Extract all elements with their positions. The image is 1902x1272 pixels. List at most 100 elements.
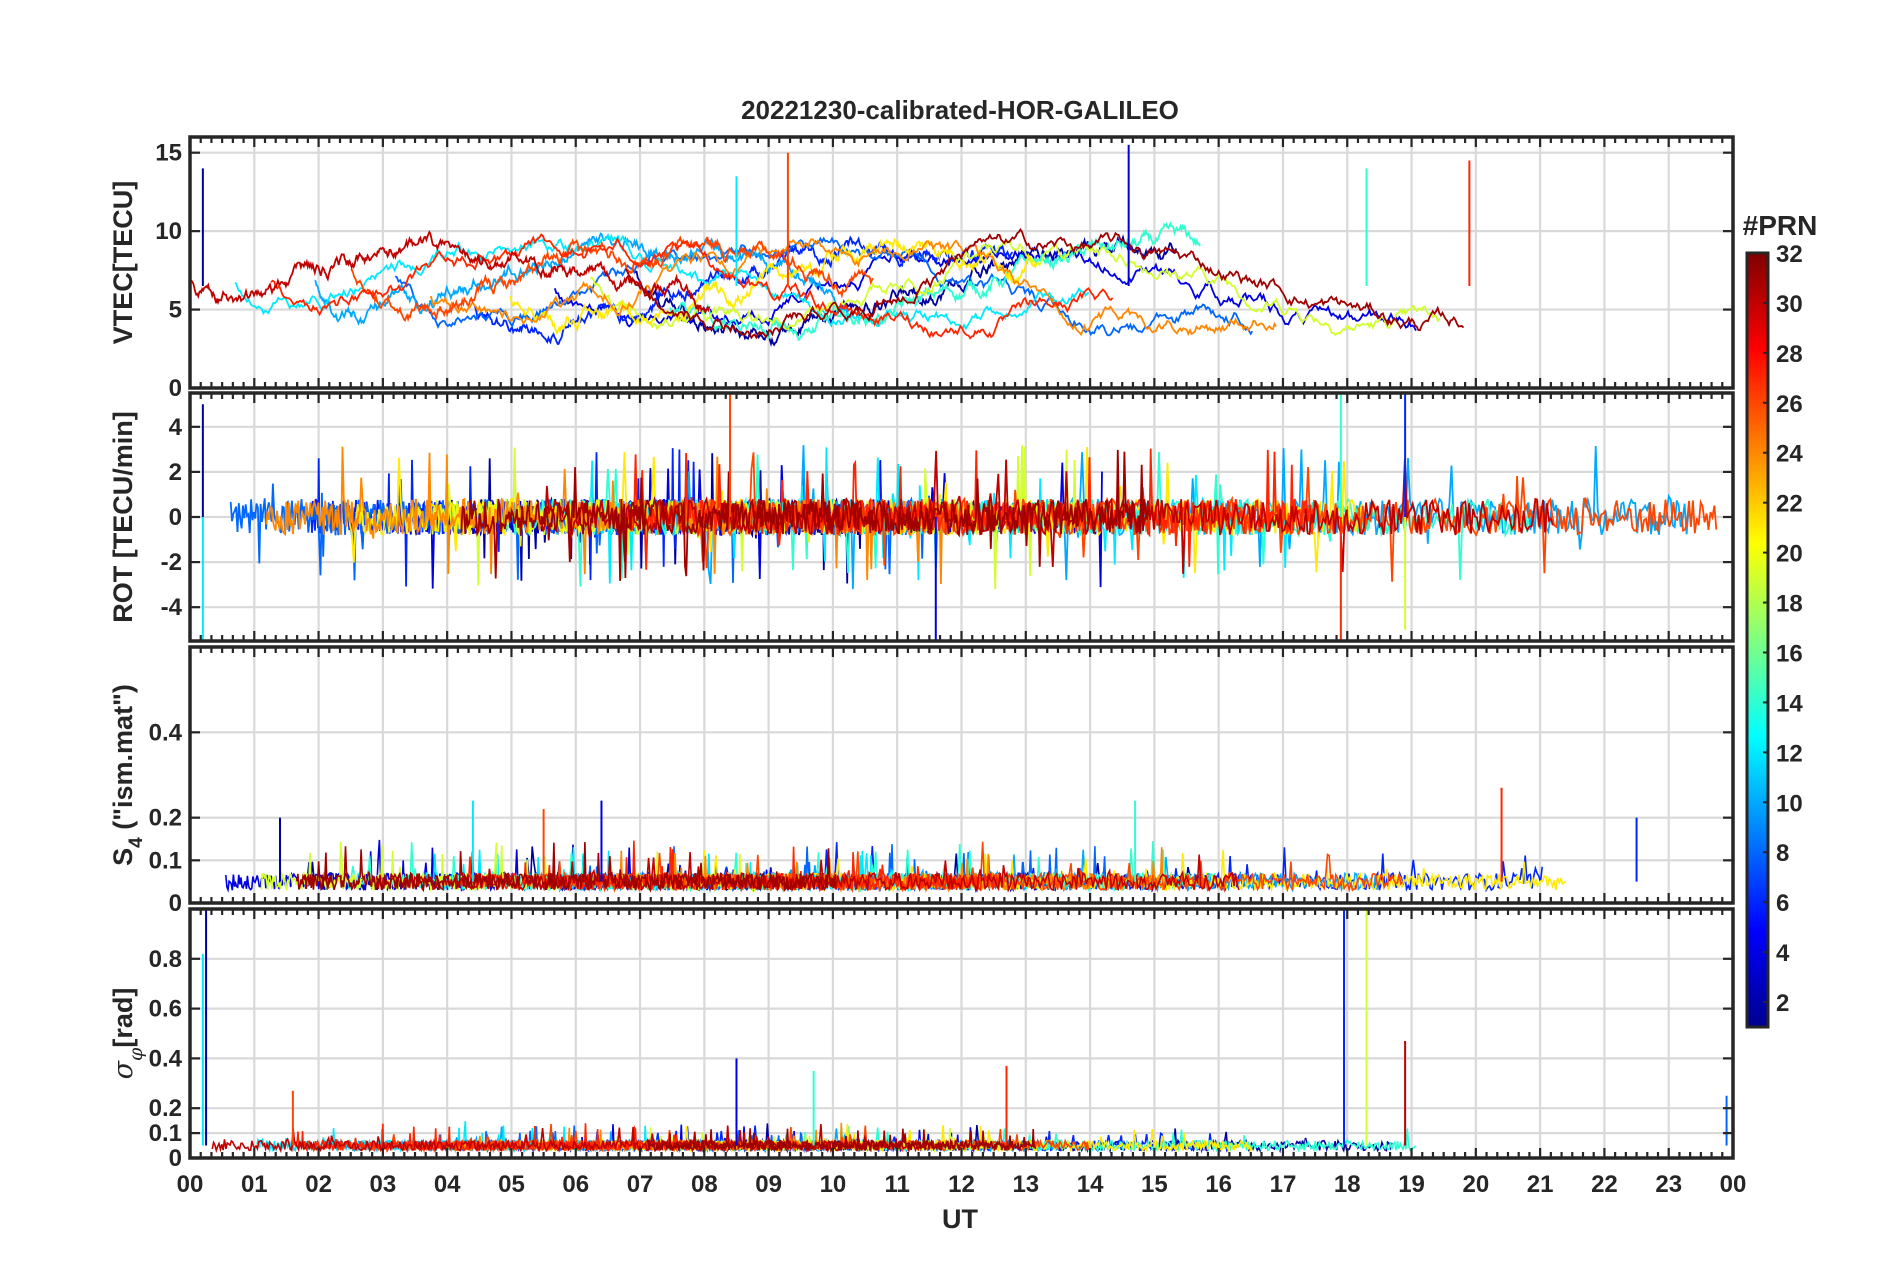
x-tick-label: 03 <box>370 1171 397 1198</box>
colorbar-tick-label: 14 <box>1776 690 1803 717</box>
series-group-1 <box>201 393 1718 641</box>
colorbar-tick-label: 10 <box>1776 790 1803 817</box>
colorbar-gradient <box>1745 251 1770 1029</box>
y-tick-label: 0.1 <box>149 847 182 874</box>
x-tick-label: 07 <box>627 1171 654 1198</box>
colorbar-tick-label: 8 <box>1776 840 1789 867</box>
colorbar-tick-label: 6 <box>1776 890 1789 917</box>
x-tick-label: 00 <box>1720 1171 1747 1198</box>
colorbar-tick-label: 26 <box>1776 391 1803 418</box>
x-tick-label: 18 <box>1334 1171 1361 1198</box>
x-tick-label: 13 <box>1012 1171 1039 1198</box>
y-axis-label-3: σφ[rad] <box>108 988 147 1080</box>
x-tick-label: 08 <box>691 1171 718 1198</box>
series-prn-24 <box>429 238 1277 337</box>
y-tick-label: 0 <box>169 1145 182 1172</box>
x-tick-label: 10 <box>820 1171 847 1198</box>
y-tick-label: 5 <box>169 297 182 324</box>
colorbar-tick-label: 24 <box>1776 441 1803 468</box>
x-tick-label: 04 <box>434 1171 461 1198</box>
y-tick-label: 0 <box>169 375 182 402</box>
grid-2 <box>190 647 1733 905</box>
x-tick-label: 20 <box>1462 1171 1489 1198</box>
x-axis-label: UT <box>942 1204 978 1234</box>
series-prn-26 <box>350 235 874 323</box>
x-tick-label: 14 <box>1077 1171 1104 1198</box>
grid-0 <box>190 137 1733 390</box>
series-group-0 <box>190 144 1471 348</box>
grid-3 <box>190 909 1733 1160</box>
y-tick-label: 0.4 <box>149 719 183 746</box>
colorbar-tick-label: 2 <box>1776 990 1789 1017</box>
series-prn-30 <box>190 230 711 315</box>
x-tick-label: 15 <box>1141 1171 1168 1198</box>
series-prn-14 <box>669 221 1201 341</box>
panel-2: 0 0.1 0.2 0.4S4 ("ism.mat") <box>108 645 1735 917</box>
colorbar-tick-label: 4 <box>1776 940 1790 967</box>
y-tick-label: 0.4 <box>149 1045 183 1072</box>
series-prn-30 <box>211 1124 926 1154</box>
y-tick-label: 0.2 <box>149 1095 182 1122</box>
y-axis-label-1: ROT [TECU/min] <box>108 411 138 622</box>
y-tick-label: 0 <box>169 890 182 917</box>
y-tick-label: 4 <box>169 414 183 441</box>
panel-0: 0 5 10 15 VTEC[TECU] <box>108 135 1735 402</box>
x-tick-label: 23 <box>1655 1171 1682 1198</box>
y-tick-label: 0.2 <box>149 805 182 832</box>
series-prn-30 <box>540 450 1554 574</box>
x-tick-label: 06 <box>562 1171 589 1198</box>
colorbar-tick-label: 18 <box>1776 591 1803 618</box>
series-prn-31 <box>460 449 1150 581</box>
series-prn-21 <box>509 237 1038 336</box>
x-axis: 00 01 02 03 04 05 06 07 08 09 10 11 12 13 14 15 16 17 18 19… <box>177 1171 1747 1198</box>
colorbar-tick-label: 20 <box>1776 541 1803 568</box>
series-prn-27 <box>291 1123 686 1154</box>
colorbar-title: #PRN <box>1743 210 1818 241</box>
colorbar-tick-label: 28 <box>1776 341 1803 368</box>
x-tick-label: 21 <box>1527 1171 1554 1198</box>
colorbar-tick-label: 32 <box>1776 241 1803 268</box>
colorbar-tick-label: 30 <box>1776 291 1803 318</box>
series-prn-31 <box>296 841 837 893</box>
x-tick-label: 01 <box>241 1171 268 1198</box>
series-prn-31 <box>625 227 1465 340</box>
series-prn-19 <box>589 240 1441 337</box>
y-tick-label: 10 <box>155 218 182 245</box>
x-tick-label: 00 <box>177 1171 204 1198</box>
y-tick-label: 0.8 <box>149 946 182 973</box>
y-tick-label: 2 <box>169 459 182 486</box>
x-tick-label: 16 <box>1205 1171 1232 1198</box>
y-axis-label-0: VTEC[TECU] <box>108 181 138 345</box>
x-tick-label: 12 <box>948 1171 975 1198</box>
x-tick-label: 22 <box>1591 1171 1618 1198</box>
x-tick-label: 17 <box>1270 1171 1297 1198</box>
y-tick-label: 0.6 <box>149 996 182 1023</box>
series-prn-30 <box>375 852 1240 893</box>
panel-3: 00.10.2 0.4 0.6 0.8σφ[rad] <box>108 907 1735 1172</box>
y-axis-label-2: S4 ("ism.mat") <box>108 684 147 866</box>
y-tick-label: 15 <box>155 140 182 167</box>
colorbar-tick-label: 12 <box>1776 740 1803 767</box>
x-tick-label: 19 <box>1398 1171 1425 1198</box>
series-group-2 <box>225 787 1638 894</box>
x-tick-label: 11 <box>885 1171 910 1198</box>
series-prn-8 <box>394 236 1254 337</box>
panel-1: -4 -2 0 2 4 ROT [TECU/min] <box>108 391 1735 643</box>
y-tick-label: -2 <box>161 549 182 576</box>
series-group-3 <box>201 909 1728 1154</box>
x-tick-label: 02 <box>305 1171 332 1198</box>
chart-title: 20221230-calibrated-HOR-GALILEO <box>741 95 1179 125</box>
colorbar-tick-label: 22 <box>1776 491 1803 518</box>
series-prn-10 <box>314 232 850 326</box>
x-tick-label: 05 <box>498 1171 525 1198</box>
y-tick-label: 0.1 <box>149 1120 182 1147</box>
series-prn-31 <box>646 1128 1037 1154</box>
y-tick-label: -4 <box>161 594 183 621</box>
series-prn-27 <box>270 233 1114 340</box>
x-tick-label: 09 <box>755 1171 782 1198</box>
y-tick-label: 0 <box>169 504 182 531</box>
colorbar-tick-label: 16 <box>1776 640 1803 667</box>
